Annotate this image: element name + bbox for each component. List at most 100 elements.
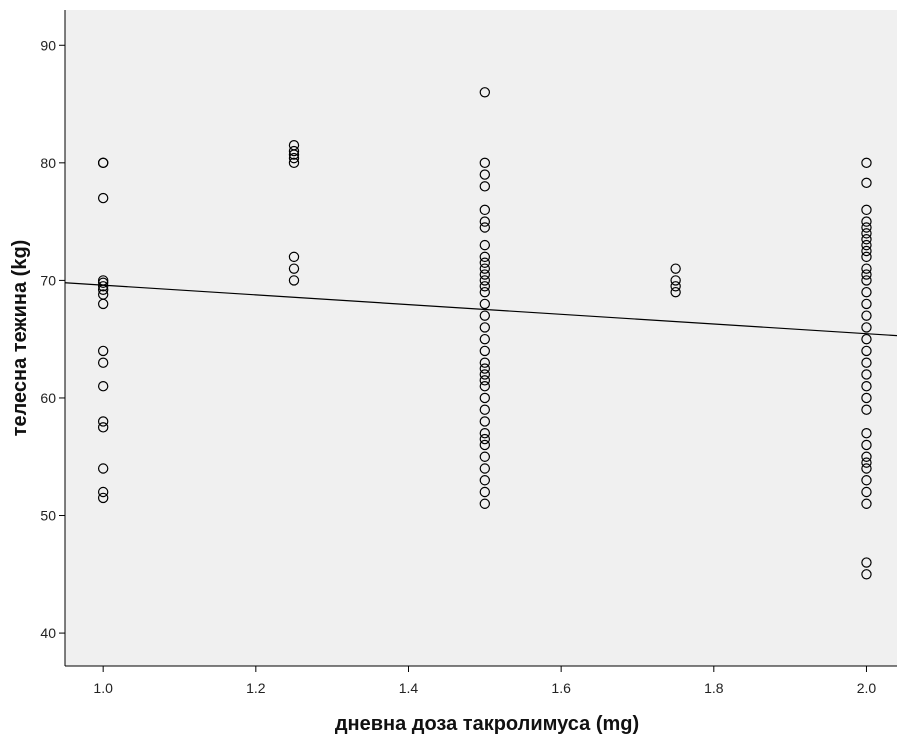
data-point bbox=[861, 451, 872, 462]
data-point bbox=[479, 433, 491, 445]
data-point bbox=[97, 298, 109, 310]
data-point bbox=[479, 363, 491, 374]
data-point bbox=[861, 286, 872, 298]
data-point bbox=[861, 345, 872, 357]
x-tick-label: 1.8 bbox=[704, 680, 724, 696]
data-point bbox=[861, 228, 872, 239]
data-point bbox=[479, 269, 491, 280]
data-point bbox=[861, 263, 872, 274]
data-point bbox=[479, 216, 491, 227]
data-point bbox=[97, 357, 109, 368]
x-tick-label: 1.4 bbox=[399, 680, 419, 696]
data-point bbox=[861, 439, 872, 451]
y-tick-label: 50 bbox=[40, 508, 56, 524]
y-tick-label: 40 bbox=[40, 625, 56, 641]
data-point bbox=[479, 498, 491, 509]
data-point bbox=[861, 322, 872, 333]
data-point bbox=[288, 275, 300, 286]
data-point bbox=[861, 486, 872, 498]
data-point bbox=[97, 463, 109, 474]
plot-area bbox=[65, 10, 897, 666]
data-point bbox=[479, 357, 491, 368]
data-point bbox=[288, 152, 300, 164]
data-point bbox=[479, 204, 491, 216]
data-point bbox=[479, 251, 491, 263]
data-point bbox=[861, 298, 872, 310]
data-point bbox=[479, 169, 491, 180]
data-point bbox=[861, 428, 872, 439]
data-point bbox=[479, 157, 491, 169]
data-point bbox=[97, 277, 109, 288]
data-point bbox=[861, 381, 872, 392]
data-point bbox=[479, 392, 491, 404]
y-axis-ticks: 40 50 60 70 80 90 bbox=[40, 37, 65, 641]
data-point bbox=[670, 263, 681, 274]
data-point bbox=[97, 486, 109, 498]
data-point bbox=[479, 322, 491, 333]
data-point bbox=[479, 222, 491, 233]
data-point bbox=[479, 375, 491, 386]
x-tick-label: 1.0 bbox=[93, 680, 113, 696]
data-point bbox=[288, 149, 300, 160]
data-point bbox=[861, 251, 872, 263]
data-point bbox=[479, 463, 491, 474]
data-point bbox=[861, 234, 872, 245]
data-point bbox=[97, 381, 109, 392]
data-point bbox=[861, 463, 872, 474]
fit-line bbox=[64, 282, 897, 337]
data-point bbox=[479, 381, 491, 392]
x-tick-label: 1.2 bbox=[246, 680, 266, 696]
data-point bbox=[861, 245, 872, 257]
data-point bbox=[670, 281, 681, 292]
chart-marks bbox=[64, 87, 897, 580]
data-point bbox=[861, 177, 872, 189]
data-point bbox=[97, 192, 109, 204]
data-point bbox=[479, 345, 491, 357]
data-point bbox=[670, 275, 681, 286]
data-point bbox=[861, 357, 872, 368]
data-point bbox=[861, 310, 872, 321]
y-tick-label: 60 bbox=[40, 390, 56, 406]
data-point bbox=[861, 239, 872, 251]
data-point bbox=[97, 416, 109, 427]
x-axis-title: дневна доза такролимуса (mg) bbox=[335, 713, 639, 735]
data-point bbox=[479, 404, 491, 415]
data-point bbox=[479, 428, 491, 439]
data-point bbox=[861, 557, 872, 568]
data-point bbox=[479, 439, 491, 451]
data-point bbox=[97, 422, 109, 433]
data-point bbox=[479, 333, 491, 345]
data-point bbox=[97, 281, 109, 292]
x-axis-ticks: 1.0 1.2 1.4 1.6 1.8 2.0 bbox=[93, 666, 876, 696]
data-point bbox=[288, 145, 300, 157]
data-point bbox=[479, 181, 491, 192]
data-point bbox=[288, 263, 300, 274]
data-point bbox=[479, 369, 491, 380]
data-point bbox=[861, 216, 872, 227]
data-point bbox=[861, 269, 872, 280]
data-point bbox=[479, 416, 491, 427]
data-point bbox=[861, 333, 872, 345]
data-point bbox=[479, 263, 491, 274]
data-point bbox=[479, 451, 491, 462]
data-point bbox=[861, 222, 872, 233]
data-point bbox=[479, 298, 491, 310]
data-point bbox=[479, 257, 491, 268]
data-point bbox=[97, 345, 109, 357]
data-point bbox=[861, 157, 872, 169]
data-point bbox=[479, 275, 491, 286]
data-point bbox=[861, 569, 872, 580]
data-point bbox=[479, 286, 491, 298]
data-point bbox=[861, 404, 872, 415]
data-point bbox=[670, 286, 681, 298]
data-point bbox=[861, 498, 872, 509]
data-point bbox=[479, 87, 491, 98]
data-point bbox=[861, 204, 872, 216]
data-point bbox=[861, 475, 872, 486]
data-point bbox=[97, 492, 109, 504]
x-tick-label: 1.6 bbox=[551, 680, 571, 696]
y-tick-label: 70 bbox=[40, 272, 56, 288]
data-point bbox=[288, 157, 300, 169]
